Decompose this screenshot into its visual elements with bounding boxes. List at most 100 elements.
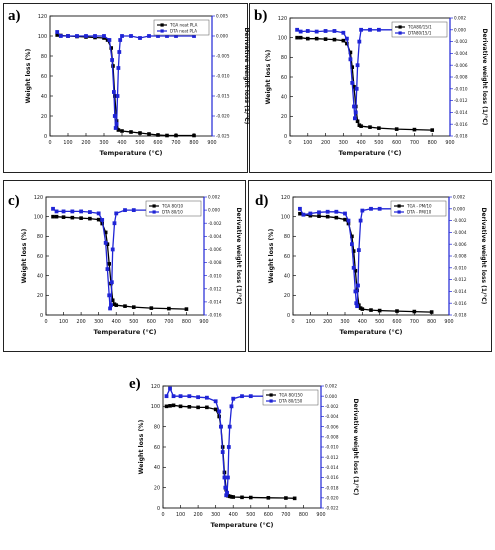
y-tick-label: 120 <box>38 14 47 20</box>
data-point-dta <box>350 81 355 85</box>
legend-swatch-marker <box>160 23 164 27</box>
legend-entry-label: DTA neat PLA <box>170 29 197 34</box>
data-point-dta <box>108 306 112 311</box>
legend-entry-label: TGA 80/150 <box>278 393 303 398</box>
legend-swatch-marker <box>152 204 156 208</box>
series-line-dta <box>296 29 433 119</box>
x-tick-label: 900 <box>207 140 216 146</box>
x-axis-label: Temperature (°C) <box>100 149 163 157</box>
y-tick-label: 60 <box>154 445 160 451</box>
x-tick-label: 0 <box>44 319 47 325</box>
y-tick-label: 40 <box>154 465 160 471</box>
y2-tick-label: -0.010 <box>325 445 339 450</box>
data-point-dta <box>298 206 302 211</box>
data-point-dta <box>356 283 360 288</box>
y2-tick-label: -0.002 <box>325 404 339 409</box>
panel-label: d) <box>255 193 269 209</box>
y-tick-label: 0 <box>44 134 47 140</box>
data-point-tga <box>55 33 59 37</box>
legend-box <box>391 21 448 38</box>
x-tick-label: 600 <box>153 140 162 146</box>
data-point-tga <box>178 404 183 409</box>
data-point-tga <box>156 133 160 137</box>
data-point-dta <box>75 34 79 38</box>
data-point-tga <box>131 305 136 309</box>
legend-box <box>145 200 202 217</box>
data-point-dta <box>360 208 365 213</box>
data-point-tga <box>61 215 66 219</box>
x-tick-label: 200 <box>194 512 203 518</box>
panel-c: c) 0 100 200 300 400 500 600 700 800 900 0 20 40 60 80… <box>3 180 246 352</box>
data-point-tga <box>305 36 310 41</box>
legend-entry-label: DTA - PM/10 <box>407 210 432 215</box>
x-tick-label: 900 <box>445 140 454 146</box>
y2-tick-label: -0.006 <box>325 424 339 429</box>
legend-swatch-marker <box>269 393 273 397</box>
y2-axis-label: Derivative weight loss (1/°C) <box>480 208 487 305</box>
y2-tick-label: -0.002 <box>453 218 467 223</box>
data-point-tga <box>429 310 434 314</box>
x-tick-label: 800 <box>299 512 308 518</box>
data-point-dta <box>107 38 112 42</box>
data-point-dta <box>346 218 351 223</box>
y2-tick-label: -0.015 <box>216 94 230 99</box>
y2-tick-label: -0.018 <box>454 134 468 139</box>
data-point-tga <box>395 309 399 313</box>
x-tick-label: 100 <box>306 319 315 325</box>
data-point-dta <box>376 27 381 32</box>
y-tick-label: 20 <box>284 293 290 299</box>
legend-swatch-marker <box>398 25 402 29</box>
y-axis-label: Weight loss (%) <box>138 420 145 475</box>
data-point-tga <box>96 217 101 222</box>
y-tick-label: 20 <box>154 485 160 491</box>
data-point-tga <box>129 130 133 134</box>
y2-tick-label: -0.002 <box>454 39 468 44</box>
data-point-dta <box>116 66 121 70</box>
data-point-dta <box>174 34 178 38</box>
data-point-dta <box>103 240 108 245</box>
data-point-dta <box>120 34 124 38</box>
data-point-dta <box>114 211 119 216</box>
data-point-dta <box>222 475 227 480</box>
data-point-tga <box>355 119 360 124</box>
data-point-tga <box>184 307 189 311</box>
x-tick-label: 100 <box>176 512 185 518</box>
data-point-tga <box>54 214 59 219</box>
data-point-dta <box>165 34 169 38</box>
y2-tick-label: -0.016 <box>208 313 222 318</box>
data-point-dta <box>112 221 117 226</box>
panel-label: c) <box>8 193 20 209</box>
data-point-tga <box>377 308 382 313</box>
data-point-tga <box>102 36 106 40</box>
data-point-dta <box>55 30 60 34</box>
series-line-dta <box>56 31 194 129</box>
data-point-dta <box>70 209 75 214</box>
data-point-tga <box>341 38 346 43</box>
data-point-tga <box>110 298 115 303</box>
y2-tick-label: -0.004 <box>325 414 339 419</box>
data-point-tga <box>334 215 339 220</box>
y2-tick-label: -0.008 <box>208 260 222 265</box>
data-point-tga <box>231 495 236 499</box>
data-point-tga <box>412 309 417 314</box>
x-tick-label: 600 <box>392 140 401 146</box>
x-tick-label: 600 <box>392 319 401 325</box>
y2-tick-label: 0.000 <box>208 208 220 213</box>
data-point-dta <box>295 27 300 32</box>
data-point-tga <box>113 94 117 98</box>
series-line-dta <box>299 208 432 307</box>
data-point-dta <box>352 104 356 109</box>
data-point-tga <box>248 495 253 500</box>
y2-tick-label: -0.020 <box>325 495 339 500</box>
data-point-dta <box>87 210 92 214</box>
chart-b: 0 100 200 300 400 500 600 700 800 900 0 20 40 60 80 100… <box>265 16 488 157</box>
y2-axis-label: Derivative weight loss (1/°C) <box>243 28 250 125</box>
data-point-dta <box>187 394 192 399</box>
data-point-tga <box>317 214 321 218</box>
data-point-tga <box>412 127 417 132</box>
y-tick-label: 20 <box>37 293 43 299</box>
data-point-tga <box>123 304 127 308</box>
data-point-dta <box>325 209 330 214</box>
x-tick-label: 200 <box>81 140 90 146</box>
data-point-dta <box>341 30 346 35</box>
